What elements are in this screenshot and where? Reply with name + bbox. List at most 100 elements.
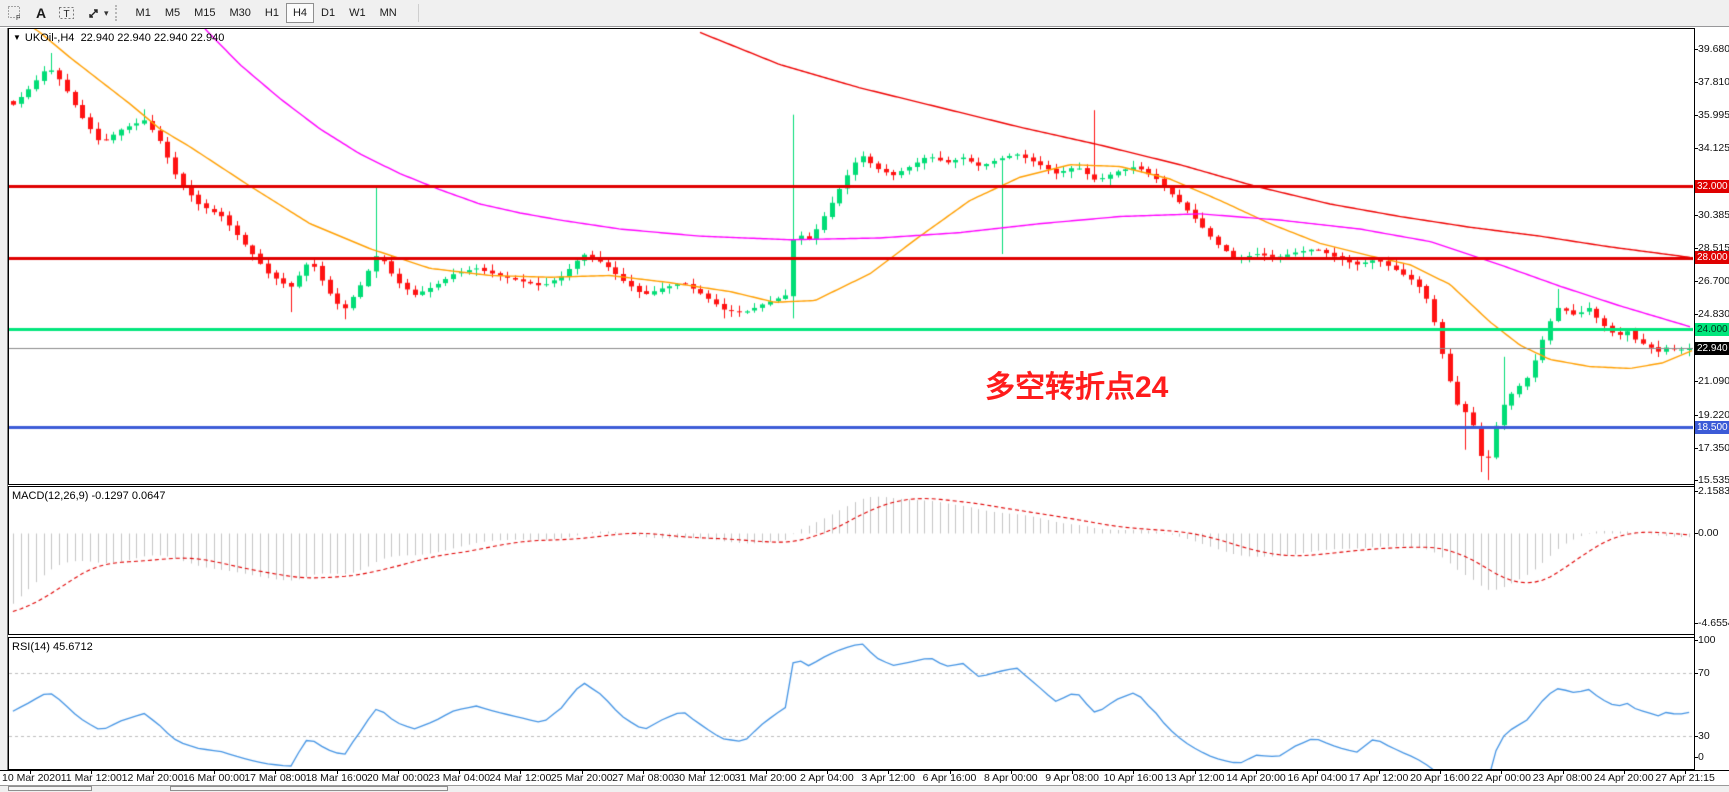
time-tick-mark bbox=[153, 770, 154, 774]
toolbar-drag-handle[interactable] bbox=[114, 5, 121, 21]
time-tick-mark bbox=[398, 770, 399, 774]
time-tick-mark bbox=[337, 770, 338, 774]
price-tick-mark bbox=[1694, 49, 1698, 50]
macd-axis-label-tick bbox=[1694, 533, 1698, 534]
price-tick-mark bbox=[1694, 148, 1698, 149]
price-tick-label: 30.385 bbox=[1698, 209, 1729, 221]
time-tick-label: 23 Apr 08:00 bbox=[1532, 772, 1593, 784]
time-tick-mark bbox=[827, 770, 828, 774]
price-tick-mark bbox=[1694, 281, 1698, 282]
time-tick-label: 23 Mar 04:00 bbox=[428, 772, 491, 784]
timeframe-button-m5[interactable]: M5 bbox=[164, 7, 181, 19]
price-tick-mark bbox=[1694, 115, 1698, 116]
macd-canvas[interactable] bbox=[9, 487, 1693, 634]
chart-title-dropdown-icon[interactable]: ▼ bbox=[13, 33, 21, 42]
time-tick-label: 10 Apr 16:00 bbox=[1103, 772, 1164, 784]
price-tick-mark bbox=[1694, 82, 1698, 83]
toolbar: F A T ▾ M1 M5 M15 M30 H1 H4 D1 W1 MN bbox=[0, 0, 1729, 27]
price-tick-mark bbox=[1694, 415, 1698, 416]
time-tick-label: 16 Apr 04:00 bbox=[1287, 772, 1348, 784]
time-tick-label: 24 Mar 12:00 bbox=[489, 772, 552, 784]
time-tick-mark bbox=[1624, 770, 1625, 774]
timeframe-button-m30[interactable]: M30 bbox=[229, 7, 251, 19]
arrows-tool-icon[interactable] bbox=[81, 3, 105, 24]
time-tick-label: 24 Apr 20:00 bbox=[1594, 772, 1654, 784]
arrows-tool-dropdown-icon[interactable]: ▾ bbox=[104, 7, 109, 18]
rsi-axis-label: 70 bbox=[1698, 667, 1710, 679]
macd-label: MACD(12,26,9) -0.1297 0.0647 bbox=[12, 490, 166, 502]
time-tick-mark bbox=[275, 770, 276, 774]
price-level-badge: 28.000 bbox=[1695, 251, 1729, 264]
text-label-icon[interactable]: A bbox=[35, 5, 47, 21]
price-tick-mark bbox=[1694, 480, 1698, 481]
chart-quotes-label: 22.940 22.940 22.940 22.940 bbox=[80, 32, 225, 44]
time-tick-mark bbox=[1685, 770, 1686, 774]
time-tick-label: 8 Apr 00:00 bbox=[983, 772, 1038, 784]
timeframe-button-h4[interactable]: H4 bbox=[285, 3, 315, 23]
timeframe-button-m1[interactable]: M1 bbox=[135, 7, 151, 19]
time-tick-label: 14 Apr 20:00 bbox=[1226, 772, 1286, 784]
price-tick-label: 17.350 bbox=[1698, 441, 1729, 454]
timeframe-button-m15[interactable]: M15 bbox=[194, 7, 216, 19]
rsi-axis-label: 100 bbox=[1698, 634, 1716, 646]
time-tick-mark bbox=[520, 770, 521, 774]
macd-axis-label: 2.1583 bbox=[1698, 485, 1729, 497]
time-tick-mark bbox=[1440, 770, 1441, 774]
price-level-badge: 24.000 bbox=[1695, 323, 1729, 336]
rsi-axis-label: 30 bbox=[1698, 730, 1710, 742]
time-tick-label: 17 Mar 08:00 bbox=[244, 772, 307, 784]
price-tick-mark bbox=[1694, 381, 1698, 382]
time-tick-label: 25 Mar 20:00 bbox=[550, 772, 613, 784]
time-tick-label: 12 Mar 20:00 bbox=[121, 772, 184, 784]
time-tick-label: 27 Mar 08:00 bbox=[612, 772, 674, 784]
time-tick-label: 10 Mar 2020 bbox=[2, 772, 61, 784]
bottom-scroll-strip bbox=[0, 785, 1729, 792]
timeframe-button-d1[interactable]: D1 bbox=[321, 7, 336, 19]
macd-axis-label: 0.00 bbox=[1698, 527, 1719, 539]
timeframe-button-h1[interactable]: H1 bbox=[264, 7, 279, 19]
macd-axis-label-tick bbox=[1694, 623, 1698, 624]
time-tick-label: 13 Apr 12:00 bbox=[1164, 772, 1225, 784]
time-tick-mark bbox=[1256, 770, 1257, 774]
rsi-axis-label: 0 bbox=[1698, 751, 1704, 763]
time-tick-label: 20 Mar 00:00 bbox=[366, 772, 429, 784]
rsi-canvas[interactable] bbox=[9, 638, 1693, 769]
time-axis[interactable] bbox=[0, 770, 1729, 785]
svg-text:T: T bbox=[64, 9, 70, 20]
time-tick-mark bbox=[1011, 770, 1012, 774]
chart-symbol-label: UKOil-,H4 bbox=[24, 32, 75, 44]
price-chart-canvas[interactable] bbox=[9, 29, 1693, 484]
price-tick-label: 24.830 bbox=[1698, 308, 1729, 321]
timeframe-bar: M1 M5 M15 M30 H1 H4 D1 W1 MN bbox=[129, 3, 404, 23]
chart-annotation-text: 多空转折点24 bbox=[985, 371, 1169, 404]
price-axis[interactable] bbox=[1694, 28, 1729, 770]
time-tick-label: 11 Mar 12:00 bbox=[60, 772, 122, 784]
time-tick-mark bbox=[1379, 770, 1380, 774]
timeframe-button-mn[interactable]: MN bbox=[379, 7, 397, 19]
rsi-label: RSI(14) 45.6712 bbox=[12, 641, 93, 653]
chart-title[interactable]: ▼ UKOil-,H4 22.940 22.940 22.940 22.940 bbox=[13, 32, 224, 44]
time-tick-mark bbox=[704, 770, 705, 774]
time-tick-mark bbox=[30, 770, 31, 774]
time-tick-mark bbox=[582, 770, 583, 774]
time-tick-mark bbox=[766, 770, 767, 774]
time-tick-label: 2 Apr 04:00 bbox=[800, 772, 854, 784]
window-left-gutter bbox=[0, 28, 8, 792]
toolbar-separator bbox=[417, 4, 419, 22]
price-level-badge: 22.940 bbox=[1695, 342, 1729, 355]
timeframe-button-w1[interactable]: W1 bbox=[349, 7, 366, 19]
price-level-badge: 18.500 bbox=[1695, 421, 1729, 434]
price-tick-label: 21.090 bbox=[1698, 375, 1729, 388]
time-tick-mark bbox=[1317, 770, 1318, 774]
time-tick-label: 22 Apr 00:00 bbox=[1471, 772, 1531, 784]
rsi-axis-label-tick bbox=[1694, 640, 1698, 641]
price-tick-label: 15.535 bbox=[1698, 474, 1729, 487]
time-tick-mark bbox=[1501, 770, 1502, 774]
time-tick-mark bbox=[888, 770, 889, 774]
time-tick-label: 20 Apr 16:00 bbox=[1410, 772, 1470, 784]
text-box-icon[interactable]: T bbox=[55, 3, 79, 24]
chart-grid-f-icon[interactable]: F bbox=[3, 3, 27, 24]
time-tick-label: 6 Apr 16:00 bbox=[922, 772, 977, 784]
rsi-axis-label-tick bbox=[1694, 673, 1698, 674]
